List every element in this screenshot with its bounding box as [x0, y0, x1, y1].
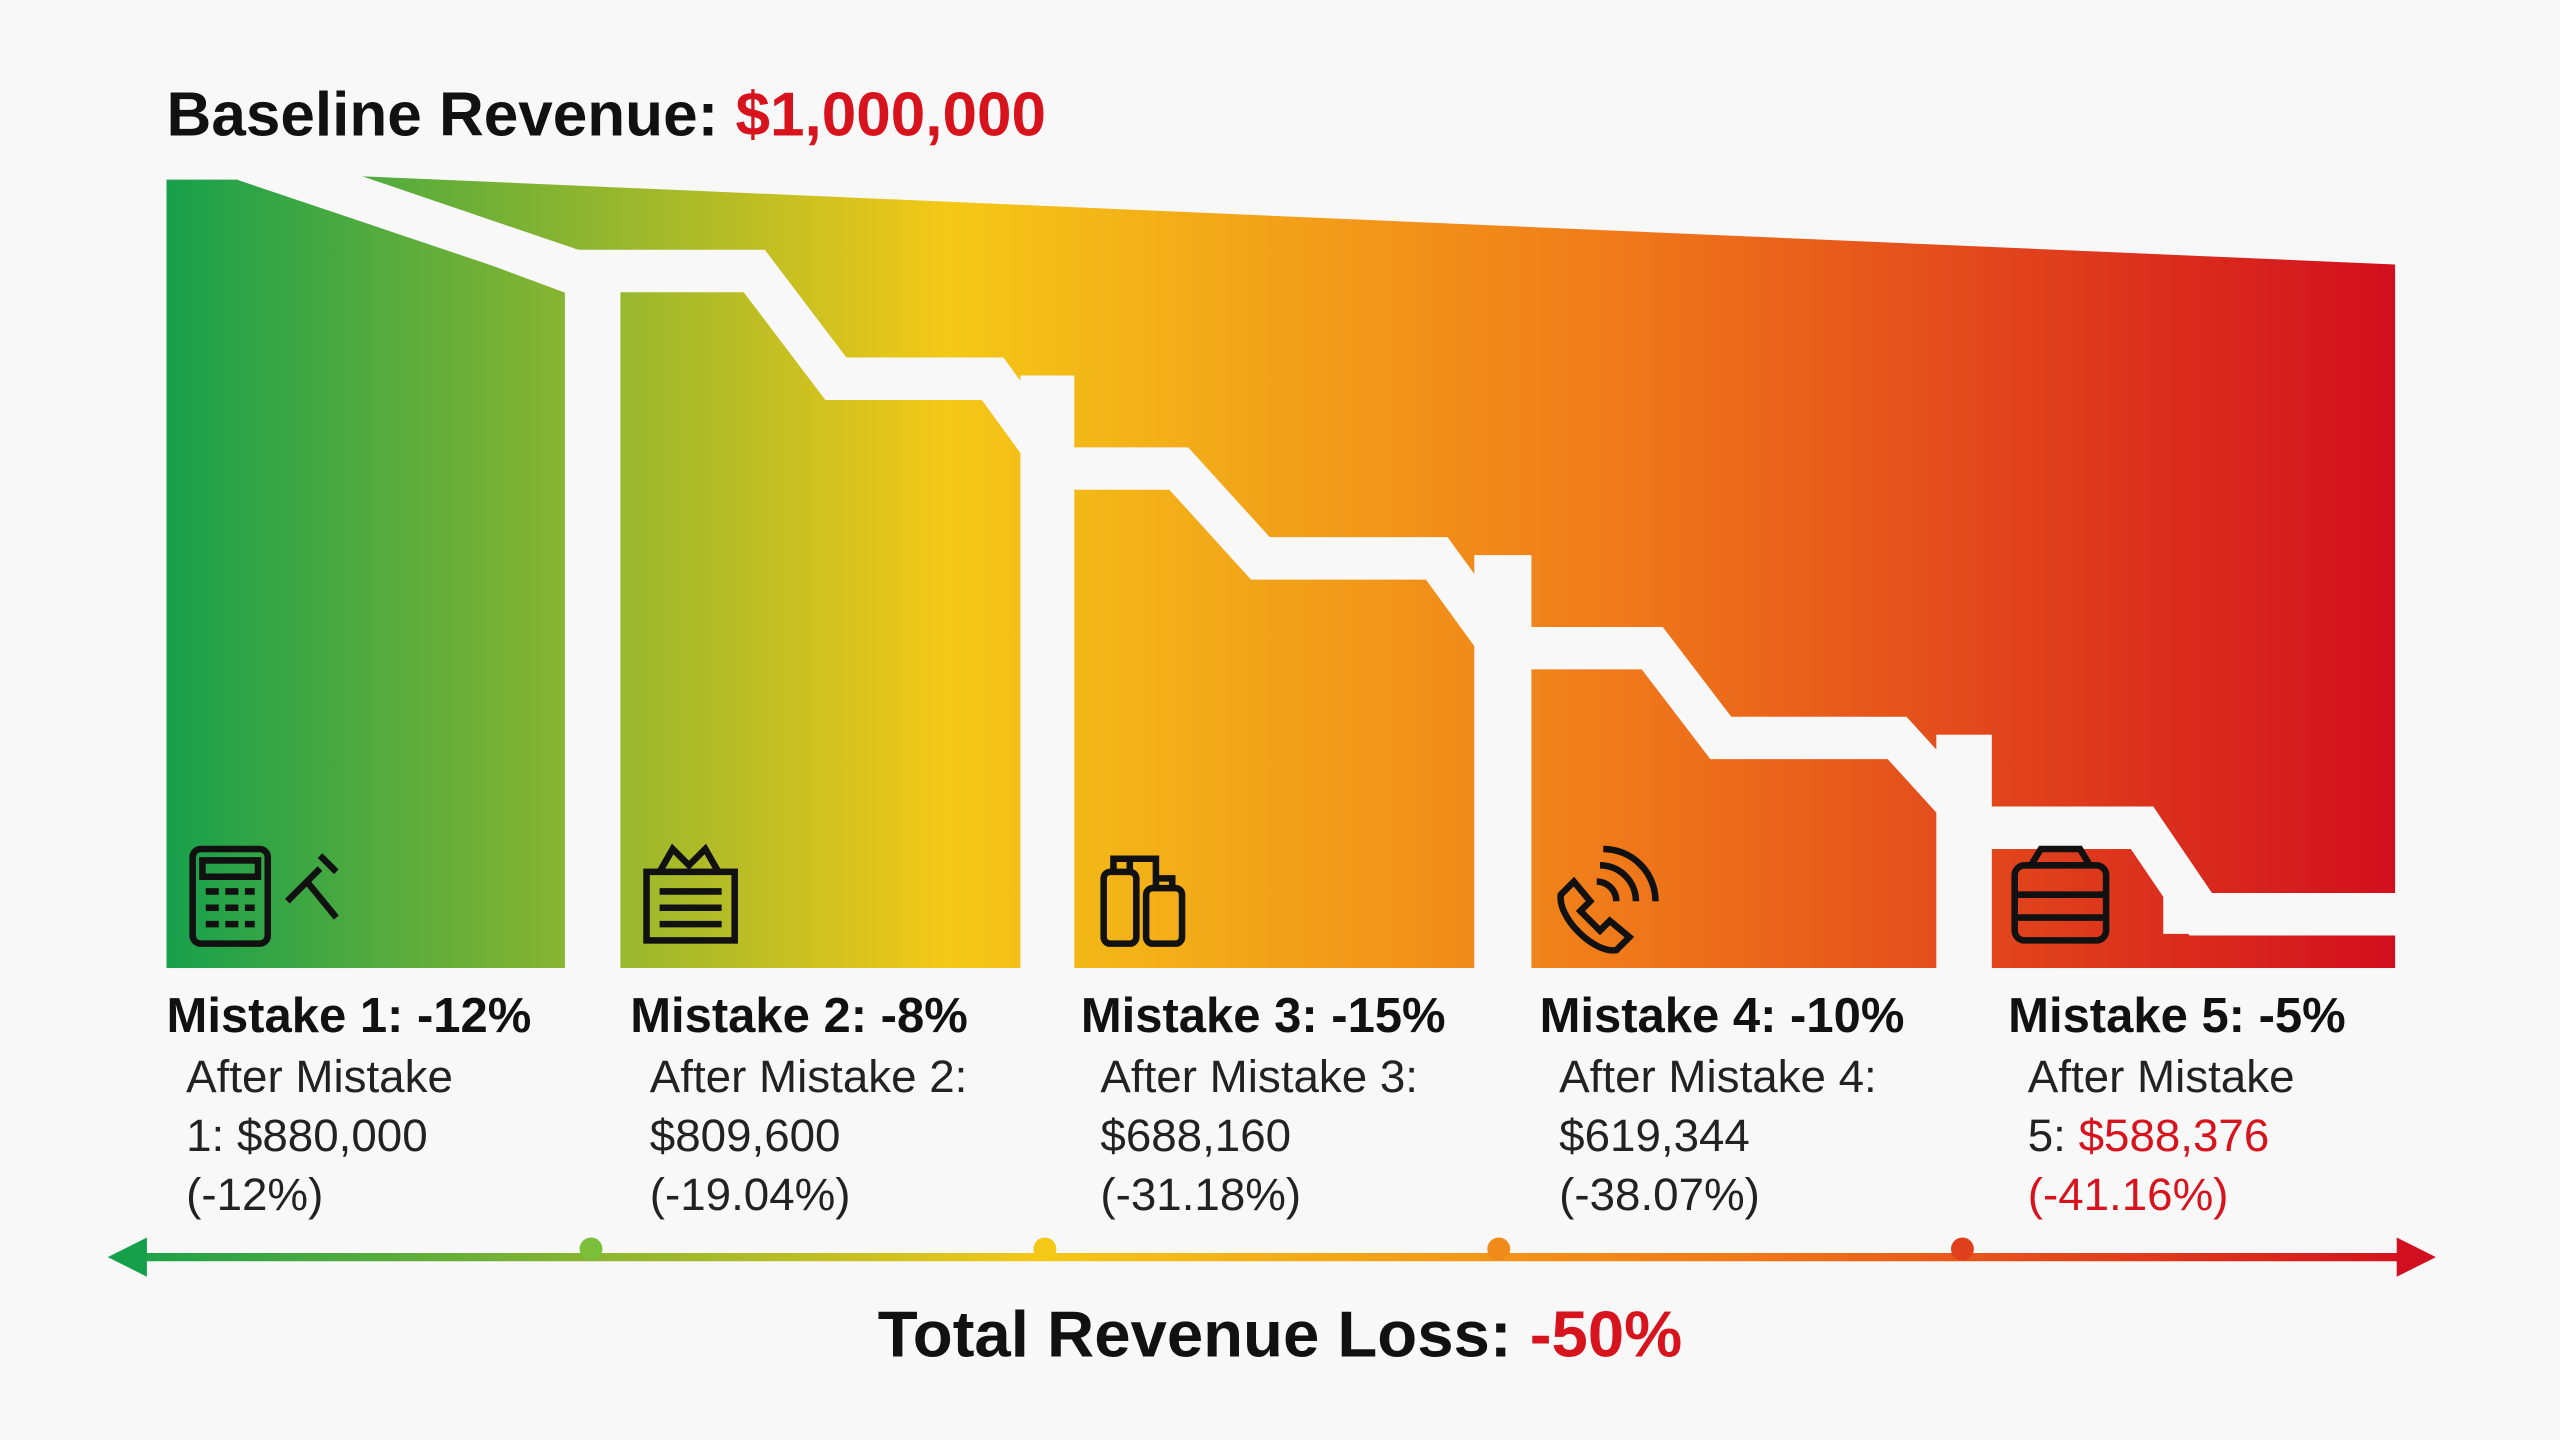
staircase-gap [238, 139, 2417, 936]
step-body: After Mistake 1: $880,000 (-12%) [186, 1048, 488, 1224]
step-body: After Mistake 4: $619,344 (-38.07%) [1559, 1048, 1904, 1224]
timeline-arrow-right [2396, 1237, 2436, 1277]
step-label: After Mistake 5: [2027, 1051, 2295, 1161]
step-title: Mistake 5: -5% [2008, 989, 2346, 1044]
step-value: $619,344 [1559, 1110, 1750, 1161]
white-wedge [261, 176, 588, 294]
step-label: After Mistake 1: [186, 1051, 453, 1161]
step-title: Mistake 3: -15% [1080, 989, 1446, 1044]
total-loss-label: Total Revenue Loss: [877, 1299, 1512, 1372]
step-body: After Mistake 2: $809,600 (-19.04%) [650, 1048, 968, 1224]
step-label: After Mistake 3: [1100, 1051, 1418, 1103]
step-title: Mistake 4: -10% [1539, 989, 1905, 1044]
baseline-heading: Baseline Revenue: $1,000,000 [167, 82, 1046, 152]
timeline-dots [579, 1237, 1974, 1261]
step-value: $688,160 [1100, 1110, 1292, 1161]
step-label: After Mistake 4: [1559, 1051, 1877, 1103]
step: Mistake 4: -10% After Mistake 4: $619,344… [1540, 989, 1905, 1224]
step-value: $588,376 [2078, 1110, 2270, 1161]
step-value: $880,000 [236, 1110, 428, 1161]
step-title: Mistake 1: -12% [166, 989, 532, 1044]
step: Mistake 3: -15% After Mistake 3: $688,160… [1081, 989, 1446, 1224]
step-title: Mistake 2: -8% [630, 989, 968, 1044]
timeline-arrow-left [107, 1237, 147, 1277]
step-body: After Mistake 5: $588,376 (-41.16%) [2028, 1048, 2330, 1224]
total-loss-value: -50% [1529, 1299, 1683, 1372]
step-value: $809,600 [649, 1110, 841, 1161]
step-label: After Mistake 2: [649, 1051, 968, 1103]
step-change: (-31.18%) [1100, 1168, 1302, 1220]
step: Mistake 2: -8% After Mistake 2: $809,600 (… [630, 989, 968, 1224]
step-change: (-41.16%) [2027, 1168, 2229, 1220]
baseline-value: $1,000,000 [735, 81, 1046, 151]
step-change: (-19.04%) [649, 1168, 851, 1220]
step-body: After Mistake 3: $688,160 (-31.18%) [1100, 1048, 1445, 1224]
column-gaps [146, 261, 2433, 985]
step: Mistake 1: -12% After Mistake 1: $880,000… [167, 989, 532, 1224]
icons [189, 843, 2110, 954]
step-change: (-12%) [186, 1168, 324, 1220]
total-loss: Total Revenue Loss: -50% [0, 1300, 2560, 1373]
step: Mistake 5: -5% After Mistake 5: $588,376 (… [2008, 989, 2346, 1224]
baseline-label: Baseline Revenue: [166, 81, 719, 151]
step-change: (-38.07%) [1559, 1168, 1760, 1220]
